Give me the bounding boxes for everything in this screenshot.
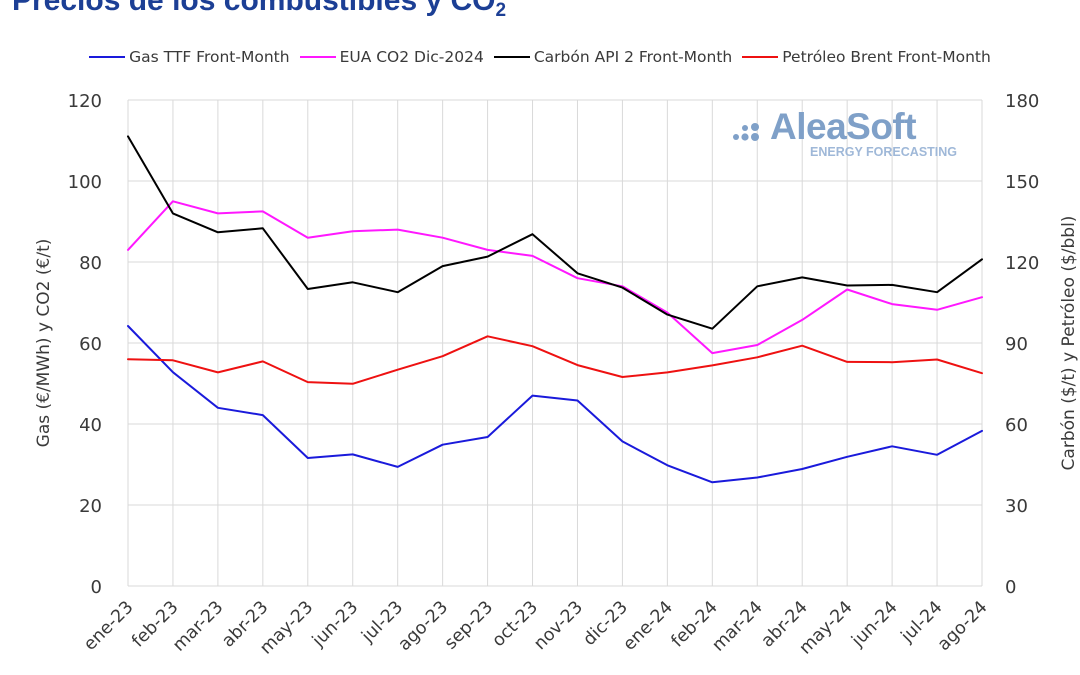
x-axis-tick-label: nov-23	[530, 597, 587, 654]
x-axis-ticks: ene-23feb-23mar-23abr-23may-23jun-23jul-…	[80, 597, 991, 658]
legend-item: Gas TTF Front-Month	[89, 46, 290, 68]
left-axis-tick-label: 100	[68, 172, 102, 193]
left-axis-tick-label: 120	[68, 91, 102, 112]
legend-label: Carbón API 2 Front-Month	[533, 48, 733, 66]
x-axis-tick-label: jun-24	[847, 597, 901, 651]
legend: Gas TTF Front-Month EUA CO2 Dic-2024 Carbó…	[0, 46, 1080, 68]
x-axis-tick-label: ago-24	[934, 597, 992, 655]
series-lines	[127, 135, 983, 484]
grid	[127, 99, 983, 587]
series-line	[127, 335, 983, 385]
x-axis-tick-label: sep-23	[441, 597, 497, 653]
aleasoft-logo: AleaSoft ENERGY FORECASTING	[732, 106, 972, 164]
x-axis-tick-label: ene-23	[80, 597, 137, 654]
logo-tagline: ENERGY FORECASTING	[810, 145, 958, 159]
right-axis-tick-label: 90	[1005, 334, 1028, 355]
x-axis-tick-label: ago-23	[395, 597, 453, 655]
left-axis-tick-label: 80	[79, 253, 102, 274]
left-axis-tick-label: 0	[91, 577, 102, 598]
legend-swatch	[493, 56, 530, 58]
right-axis-tick-label: 120	[1005, 253, 1039, 274]
legend-label: Gas TTF Front-Month	[129, 48, 290, 66]
left-axis-tick-label: 40	[79, 415, 102, 436]
left-axis-tick-label: 60	[79, 334, 102, 355]
legend-label: Petróleo Brent Front-Month	[782, 48, 991, 66]
legend-item: EUA CO2 Dic-2024	[299, 46, 484, 68]
x-axis-tick-label: mar-23	[169, 597, 227, 655]
legend-item: Carbón API 2 Front-Month	[493, 46, 733, 68]
legend-swatch	[742, 56, 779, 58]
right-axis-tick-label: 0	[1005, 577, 1016, 598]
legend-label: EUA CO2 Dic-2024	[339, 48, 484, 66]
x-axis-tick-label: ene-24	[619, 597, 676, 654]
left-axis-label: Gas (€/MWh) y CO2 (€/t)	[34, 239, 54, 448]
left-axis-ticks: 0 20 40 60 80 100 120	[68, 91, 102, 598]
legend-swatch	[89, 56, 126, 58]
legend-item: Petróleo Brent Front-Month	[742, 46, 991, 68]
right-axis-tick-label: 30	[1005, 496, 1028, 517]
series-line	[127, 325, 983, 484]
logo-dots-icon	[733, 123, 759, 141]
right-axis-ticks: 0 30 60 90 120 150 180	[1005, 91, 1039, 598]
right-axis-tick-label: 60	[1005, 415, 1028, 436]
right-axis-tick-label: 180	[1005, 91, 1039, 112]
legend-swatch	[299, 56, 336, 58]
series-line	[127, 200, 983, 355]
right-axis-tick-label: 150	[1005, 172, 1039, 193]
series-line	[127, 135, 983, 330]
right-axis-label: Carbón ($/t) y Petróleo ($/bbl)	[1059, 216, 1079, 471]
x-axis-tick-label: mar-24	[709, 597, 767, 655]
x-axis-tick-label: jun-23	[308, 597, 362, 651]
chart-title: Precios de los combustibles y CO2	[12, 0, 507, 21]
left-axis-tick-label: 20	[79, 496, 102, 517]
logo-wordmark: AleaSoft	[770, 106, 917, 147]
